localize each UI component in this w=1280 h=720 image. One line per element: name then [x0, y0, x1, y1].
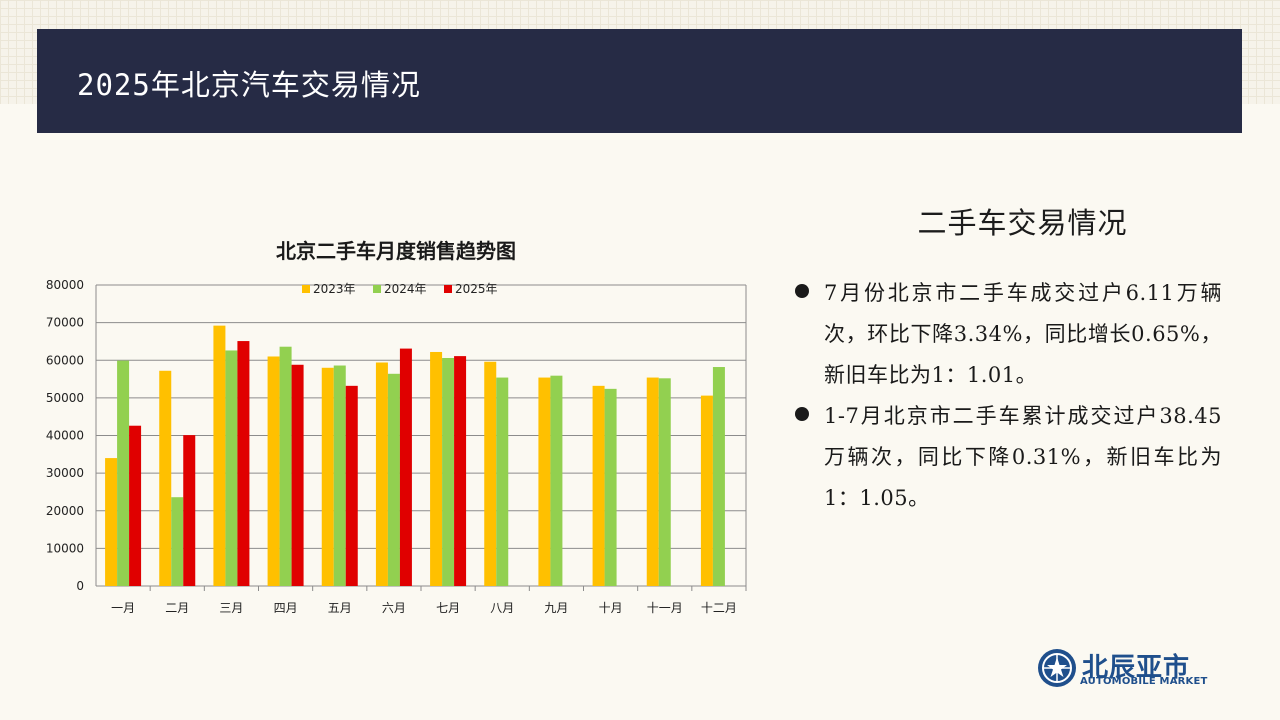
bar-2024年 — [496, 377, 509, 586]
bullet-list: 7月份北京市二手车成交过户6.11万辆次，环比下降3.34%，同比增长0.65%… — [792, 273, 1222, 519]
y-tick-label: 10000 — [46, 541, 84, 555]
x-tick-label: 七月 — [436, 601, 460, 615]
bar-2023年 — [159, 370, 172, 586]
legend-swatch — [373, 285, 381, 293]
bullet-dot-icon — [795, 284, 809, 298]
legend-swatch — [302, 285, 310, 293]
chart-svg: 北京二手车月度销售趋势图 0 10000 20000 30000 40000 50000 60… — [46, 239, 747, 615]
bullet-text: 1-7月北京市二手车累计成交过户38.45万辆次，同比下降0.31%，新旧车比为… — [824, 404, 1222, 510]
bar-2024年 — [604, 388, 617, 586]
bar-2023年 — [321, 367, 334, 586]
bar-2024年 — [171, 497, 184, 586]
x-tick-label: 六月 — [382, 601, 406, 615]
bar-chart: 北京二手车月度销售趋势图 0 10000 20000 30000 40000 50000 60… — [40, 230, 770, 630]
bar-2024年 — [333, 365, 346, 586]
bar-2024年 — [387, 373, 400, 586]
company-logo: 北辰亚市 AUTOMOBILE MARKET — [1036, 645, 1216, 691]
x-tick-label: 三月 — [219, 601, 243, 615]
bar-2025年 — [237, 341, 250, 586]
x-tick-label: 十月 — [599, 601, 623, 615]
bullet-item: 1-7月北京市二手车累计成交过户38.45万辆次，同比下降0.31%，新旧车比为… — [792, 396, 1222, 519]
page-title: 2025年北京汽车交易情况 — [77, 68, 421, 102]
x-tick-label: 一月 — [111, 601, 135, 615]
bar-2025年 — [291, 364, 304, 586]
y-tick-label: 0 — [76, 579, 84, 593]
bullet-item: 7月份北京市二手车成交过户6.11万辆次，环比下降3.34%，同比增长0.65%… — [792, 273, 1222, 396]
bar-2023年 — [375, 362, 388, 586]
bullet-text: 7月份北京市二手车成交过户6.11万辆次，环比下降3.34%，同比增长0.65%… — [824, 281, 1222, 387]
legend-label: 2023年 — [313, 282, 356, 296]
bar-2024年 — [117, 360, 130, 586]
y-tick-label: 60000 — [46, 353, 84, 367]
y-tick-label: 70000 — [46, 316, 84, 330]
bar-2023年 — [646, 377, 659, 586]
bar-2025年 — [129, 425, 142, 586]
bar-2023年 — [105, 458, 118, 586]
y-tick-label: 50000 — [46, 391, 84, 405]
y-tick-label: 30000 — [46, 466, 84, 480]
y-tick-label: 20000 — [46, 504, 84, 518]
x-tick-label: 十二月 — [701, 601, 737, 615]
bar-2023年 — [213, 325, 226, 586]
globe-star-icon — [1038, 649, 1076, 687]
legend-label: 2025年 — [455, 282, 498, 296]
y-tick-label: 40000 — [46, 429, 84, 443]
bar-2024年 — [712, 367, 725, 586]
bar-2023年 — [538, 377, 551, 586]
legend-label: 2024年 — [384, 282, 427, 296]
x-tick-label: 二月 — [165, 601, 189, 615]
section-title: 二手车交易情况 — [917, 206, 1128, 240]
logo-text-en: AUTOMOBILE MARKET — [1080, 676, 1208, 687]
legend-swatch — [444, 285, 452, 293]
bar-2023年 — [700, 395, 713, 586]
logo-text-cn: 北辰亚市 — [1082, 653, 1191, 683]
bar-2024年 — [658, 378, 671, 586]
header-banner: 2025年北京汽车交易情况 — [37, 29, 1242, 133]
x-tick-label: 十一月 — [647, 601, 683, 615]
bar-2024年 — [225, 350, 238, 586]
bar-2023年 — [484, 361, 497, 586]
x-tick-label: 四月 — [274, 601, 298, 615]
bar-2024年 — [550, 375, 563, 586]
chart-title: 北京二手车月度销售趋势图 — [276, 239, 516, 263]
bar-2024年 — [442, 357, 455, 586]
y-tick-label: 80000 — [46, 278, 84, 292]
x-tick-label: 九月 — [544, 601, 568, 615]
bar-2025年 — [399, 348, 412, 586]
x-tick-label: 八月 — [490, 601, 514, 615]
bar-2023年 — [267, 356, 280, 586]
bar-2025年 — [345, 385, 358, 586]
bar-2023年 — [592, 385, 605, 586]
bar-2023年 — [430, 351, 443, 586]
bar-2025年 — [454, 356, 467, 586]
bullet-dot-icon — [795, 407, 809, 421]
x-tick-label: 五月 — [328, 601, 352, 615]
bar-2024年 — [279, 346, 292, 586]
bar-2025年 — [183, 435, 196, 586]
